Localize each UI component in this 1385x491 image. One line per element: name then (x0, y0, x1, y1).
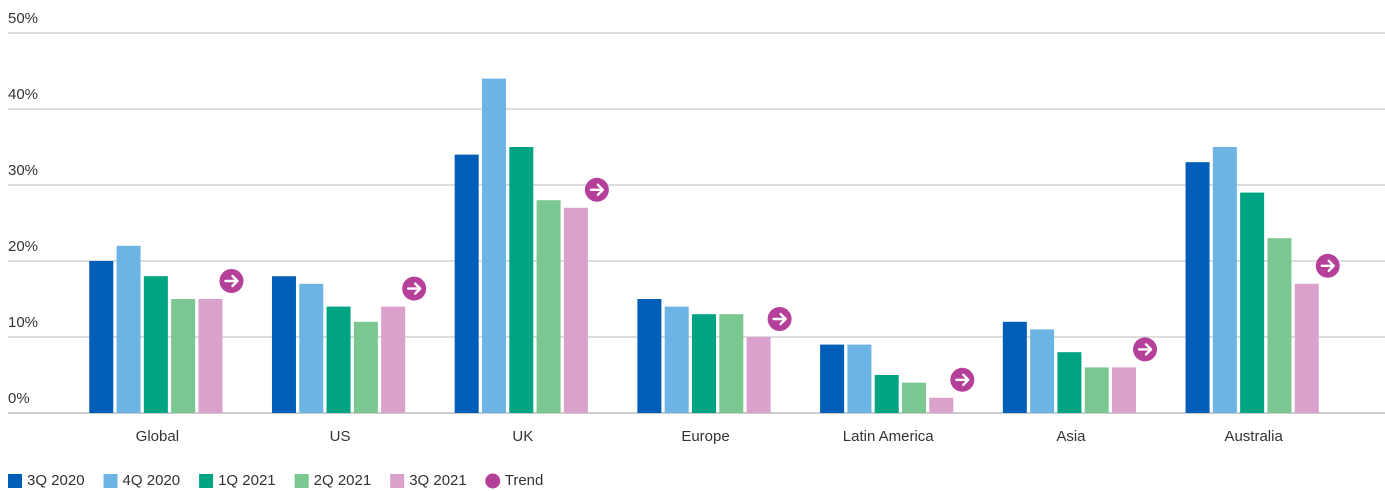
bar (929, 397, 954, 413)
bar (1294, 283, 1319, 413)
bar (1002, 321, 1027, 413)
x-tick-label: Asia (1056, 428, 1086, 445)
y-tick-label: 40% (8, 86, 38, 103)
trend-arrow (589, 183, 605, 196)
trend-arrow (1137, 343, 1153, 356)
trend-marker (219, 269, 244, 293)
x-tick-label: Latin America (843, 428, 935, 445)
bar (1185, 162, 1210, 413)
y-tick-label: 20% (8, 238, 38, 255)
legend-swatch (485, 473, 501, 489)
legend-swatch (199, 474, 214, 488)
bar (563, 207, 588, 413)
bar (143, 276, 168, 413)
x-tick-label: US (330, 428, 351, 445)
trend-marker (584, 177, 609, 202)
legend-swatch (390, 474, 405, 488)
bar (1084, 367, 1109, 413)
y-tick-label: 0% (8, 390, 30, 407)
trend-marker (402, 276, 427, 301)
trend-marker (767, 307, 792, 331)
bar (1112, 367, 1137, 413)
bar (847, 344, 872, 413)
trend-marker (1315, 253, 1340, 278)
y-tick-label: 10% (8, 314, 38, 331)
bar (171, 299, 196, 413)
bar (874, 375, 899, 413)
legend-label: 3Q 2020 (27, 472, 85, 489)
trend-arrow (1320, 259, 1335, 272)
legend-swatch (8, 474, 22, 488)
bar (1212, 147, 1237, 413)
bar (299, 283, 324, 413)
bar (326, 306, 351, 413)
bar (1030, 329, 1055, 413)
trend-arrow (955, 373, 970, 386)
trend-arrow (224, 274, 239, 288)
bar (271, 276, 296, 413)
x-tick-label: Global (136, 428, 179, 445)
x-tick-label: UK (512, 428, 533, 445)
legend-label: 3Q 2021 (409, 472, 467, 489)
bar (637, 299, 662, 413)
legend-swatch (103, 474, 118, 488)
bar (1240, 192, 1265, 413)
bar (902, 382, 927, 413)
bar (509, 147, 534, 413)
trend-marker (950, 367, 975, 392)
bar (353, 321, 378, 413)
bar (198, 299, 223, 413)
legend-label: Trend (505, 472, 544, 489)
bar (536, 200, 561, 413)
legend-label: 2Q 2021 (314, 472, 372, 489)
bar (454, 154, 479, 413)
bar (664, 306, 689, 413)
legend-swatch (294, 474, 309, 488)
legend-label: 1Q 2021 (218, 472, 276, 489)
bar (481, 78, 506, 413)
bar (381, 306, 406, 413)
y-tick-label: 50% (8, 10, 38, 27)
bar (692, 314, 716, 413)
trend-marker (1133, 337, 1158, 362)
bar (820, 344, 845, 413)
bar (1267, 238, 1292, 413)
trend-arrow (406, 282, 422, 295)
y-tick-label: 30% (8, 162, 38, 179)
x-tick-label: Australia (1224, 428, 1283, 445)
bar (719, 314, 744, 413)
bar (89, 261, 114, 413)
bar (1057, 352, 1082, 413)
bar (116, 245, 141, 413)
bar (746, 337, 771, 413)
x-tick-label: Europe (681, 428, 729, 445)
legend-label: 4Q 2020 (123, 472, 181, 489)
trend-arrow (772, 312, 787, 326)
